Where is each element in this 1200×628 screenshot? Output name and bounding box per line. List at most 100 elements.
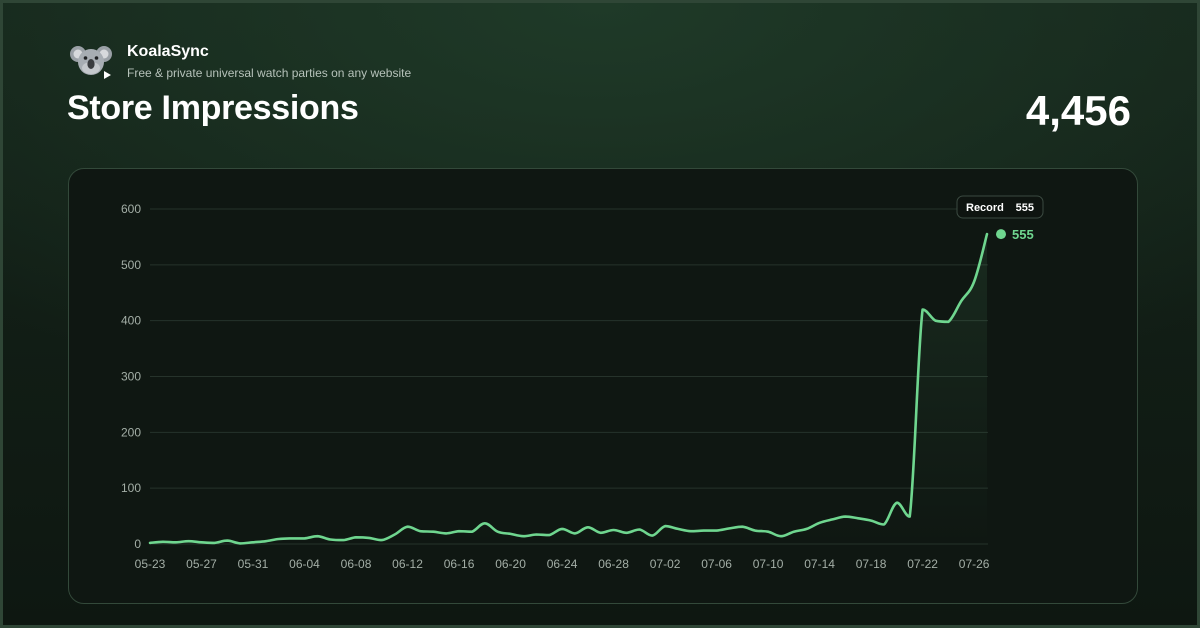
x-tick-label: 07-26 (959, 557, 990, 571)
data-point (328, 538, 332, 542)
data-point (715, 529, 719, 533)
y-tick-label: 200 (121, 425, 141, 439)
data-point (882, 522, 886, 526)
data-point (277, 537, 281, 541)
data-point (727, 526, 731, 530)
data-point (264, 539, 268, 543)
data-point (637, 527, 641, 531)
data-point (933, 319, 937, 323)
x-tick-label: 06-16 (444, 557, 475, 571)
y-tick-label: 400 (121, 314, 141, 328)
data-point (663, 524, 667, 528)
data-point (380, 538, 384, 542)
data-point (457, 529, 461, 533)
page-title: Store Impressions (67, 89, 359, 127)
data-point (406, 525, 410, 529)
last-point-marker (996, 229, 1006, 240)
data-point (818, 521, 822, 525)
data-point (895, 501, 899, 505)
brand-header: KoalaSync Free & private universal watch… (69, 41, 411, 81)
record-badge (956, 195, 1044, 219)
data-point (972, 280, 976, 284)
y-tick-label: 0 (134, 537, 141, 551)
data-point (418, 529, 422, 533)
data-point (148, 541, 152, 545)
data-point (393, 533, 397, 537)
data-point (251, 540, 255, 544)
brand-name: KoalaSync (127, 42, 209, 60)
data-point (187, 539, 191, 543)
data-point (753, 529, 757, 533)
record-badge-value: 555 (1016, 202, 1034, 214)
data-point (599, 531, 603, 535)
x-tick-label: 06-20 (495, 557, 526, 571)
x-tick-label: 06-04 (289, 557, 320, 571)
total-impressions: 4,456 (1025, 87, 1131, 134)
data-point (921, 308, 925, 312)
data-point (547, 533, 551, 537)
series-area (150, 234, 987, 544)
data-point (869, 519, 873, 523)
data-point (444, 531, 448, 535)
x-tick-label: 06-12 (392, 557, 423, 571)
data-point (212, 541, 216, 545)
data-point (650, 534, 654, 538)
series-line (148, 232, 989, 545)
line-chart: 0 100 200 300 400 500 600 05-23 05-27 05-31 06-04 0… (121, 195, 1044, 571)
data-point (766, 530, 770, 534)
brand-text: KoalaSync Free & private universal watch… (127, 43, 411, 80)
data-point (367, 536, 371, 540)
data-point (676, 527, 680, 531)
data-point (560, 527, 564, 531)
brand-tagline: Free & private universal watch parties o… (127, 65, 412, 80)
data-point (431, 530, 435, 534)
data-point (354, 535, 358, 539)
x-tick-label: 05-23 (135, 557, 166, 571)
x-tick-label: 07-10 (753, 557, 784, 571)
data-point (908, 515, 912, 519)
data-point (959, 299, 963, 303)
data-point (161, 540, 165, 544)
data-point (702, 529, 706, 533)
data-point (303, 536, 307, 540)
data-point (341, 538, 345, 542)
data-point (946, 320, 950, 324)
y-tick-label: 100 (121, 481, 141, 495)
data-point (225, 539, 229, 543)
data-point (624, 531, 628, 535)
data-point (856, 516, 860, 520)
data-point (830, 517, 834, 521)
x-tick-label: 06-08 (341, 557, 372, 571)
data-point (779, 534, 783, 538)
y-tick-label: 600 (121, 202, 141, 216)
data-point (290, 536, 294, 540)
data-point (509, 532, 513, 536)
data-point (740, 525, 744, 529)
x-tick-label: 06-24 (547, 557, 578, 571)
y-tick-label: 300 (121, 370, 141, 384)
data-point (483, 521, 487, 525)
koala-icon (70, 46, 112, 79)
x-tick-label: 06-28 (598, 557, 629, 571)
last-value-label: 555 (1012, 227, 1034, 242)
data-point (470, 530, 474, 534)
data-point (315, 534, 319, 538)
data-point (174, 540, 178, 544)
x-tick-label: 05-27 (186, 557, 217, 571)
data-point (689, 529, 693, 533)
data-point (521, 534, 525, 538)
data-point (843, 515, 847, 519)
data-point (612, 528, 616, 532)
x-tick-label: 05-31 (238, 557, 269, 571)
data-point (496, 530, 500, 534)
data-point (805, 527, 809, 531)
x-tick-label: 07-14 (804, 557, 835, 571)
data-point (200, 540, 204, 544)
data-point (238, 541, 242, 545)
record-badge-label: Record (966, 202, 1004, 214)
data-point (573, 531, 577, 535)
y-tick-label: 500 (121, 258, 141, 272)
data-point (985, 232, 989, 236)
x-tick-label: 07-22 (907, 557, 938, 571)
